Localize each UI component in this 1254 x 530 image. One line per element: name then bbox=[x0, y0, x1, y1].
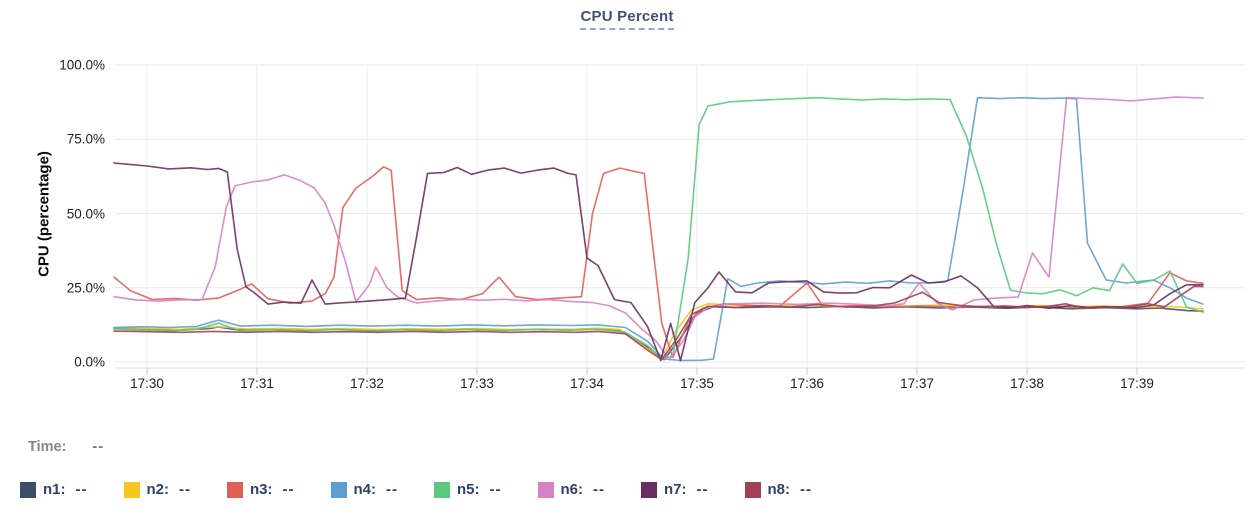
legend-label: n6: bbox=[560, 481, 584, 498]
x-tick-label: 17:39 bbox=[1120, 376, 1154, 391]
x-tick-label: 17:32 bbox=[350, 376, 384, 391]
series-legend: n1: -- n2: -- n3: -- n4: -- n5: -- n6: -- n7: -- n8: -- bbox=[20, 481, 812, 498]
series-line-n8 bbox=[113, 285, 1204, 361]
legend-swatch-n4 bbox=[330, 481, 347, 498]
legend-item-n2[interactable]: n2: -- bbox=[123, 481, 192, 498]
legend-swatch-n3 bbox=[227, 481, 243, 498]
x-tick-label: 17:34 bbox=[570, 376, 604, 391]
y-tick-label: 75.0% bbox=[66, 131, 105, 147]
legend-value: -- bbox=[386, 481, 398, 498]
legend-label: n7: bbox=[664, 481, 687, 498]
legend-value: -- bbox=[282, 481, 295, 498]
series-line-n7 bbox=[113, 162, 1204, 362]
legend-item-n1[interactable]: n1: -- bbox=[20, 481, 88, 498]
chart-title: CPU Percent bbox=[580, 8, 674, 30]
legend-label: n8: bbox=[767, 481, 791, 498]
x-tick-label: 17:35 bbox=[680, 376, 714, 391]
y-tick-label: 25.0% bbox=[66, 280, 105, 296]
legend-swatch-n1 bbox=[20, 481, 36, 498]
legend-value: -- bbox=[696, 481, 709, 498]
x-tick-label: 17:30 bbox=[130, 376, 164, 391]
legend-value: -- bbox=[179, 481, 191, 498]
legend-time-value: -- bbox=[92, 439, 105, 455]
legend-time-readout: Time: -- bbox=[28, 439, 104, 455]
legend-swatch-n5 bbox=[434, 481, 450, 498]
legend-value: -- bbox=[593, 481, 605, 498]
x-tick-label: 17:36 bbox=[790, 376, 824, 391]
legend-label: n1: bbox=[43, 481, 66, 498]
legend-item-n6[interactable]: n6: -- bbox=[537, 481, 606, 498]
legend-label: n3: bbox=[250, 481, 273, 498]
legend-swatch-n6 bbox=[537, 481, 554, 498]
legend-swatch-n7 bbox=[641, 481, 657, 498]
legend-label: n2: bbox=[146, 481, 170, 498]
legend-item-n5[interactable]: n5: -- bbox=[434, 481, 502, 498]
legend-item-n7[interactable]: n7: -- bbox=[641, 481, 709, 498]
legend-value: -- bbox=[800, 481, 812, 498]
x-tick-label: 17:37 bbox=[900, 376, 934, 391]
y-tick-label: 0.0% bbox=[74, 354, 105, 370]
legend-swatch-n2 bbox=[123, 481, 140, 498]
series-line-n1 bbox=[113, 305, 1204, 361]
legend-value: -- bbox=[75, 481, 88, 498]
y-axis-title: CPU (percentage) bbox=[35, 151, 53, 277]
series-line-n6 bbox=[113, 96, 1204, 361]
y-tick-label: 100.0% bbox=[59, 57, 105, 73]
series-line-n5 bbox=[113, 96, 1204, 360]
legend-value: -- bbox=[489, 481, 502, 498]
x-tick-label: 17:33 bbox=[460, 376, 494, 391]
legend-time-label: Time: bbox=[28, 439, 67, 455]
legend-label: n4: bbox=[353, 481, 377, 498]
x-tick-label: 17:31 bbox=[240, 376, 274, 391]
y-tick-label: 50.0% bbox=[66, 206, 105, 221]
legend-item-n3[interactable]: n3: -- bbox=[227, 481, 295, 498]
chart-title-row: CPU Percent bbox=[0, 8, 1254, 30]
cpu-chart-plot-area[interactable] bbox=[0, 0, 1254, 420]
legend-label: n5: bbox=[457, 481, 480, 498]
legend-swatch-n8 bbox=[744, 481, 761, 498]
x-tick-label: 17:38 bbox=[1010, 376, 1044, 391]
legend-item-n4[interactable]: n4: -- bbox=[330, 481, 399, 498]
legend-item-n8[interactable]: n8: -- bbox=[744, 481, 813, 498]
series-line-n4 bbox=[113, 96, 1204, 362]
